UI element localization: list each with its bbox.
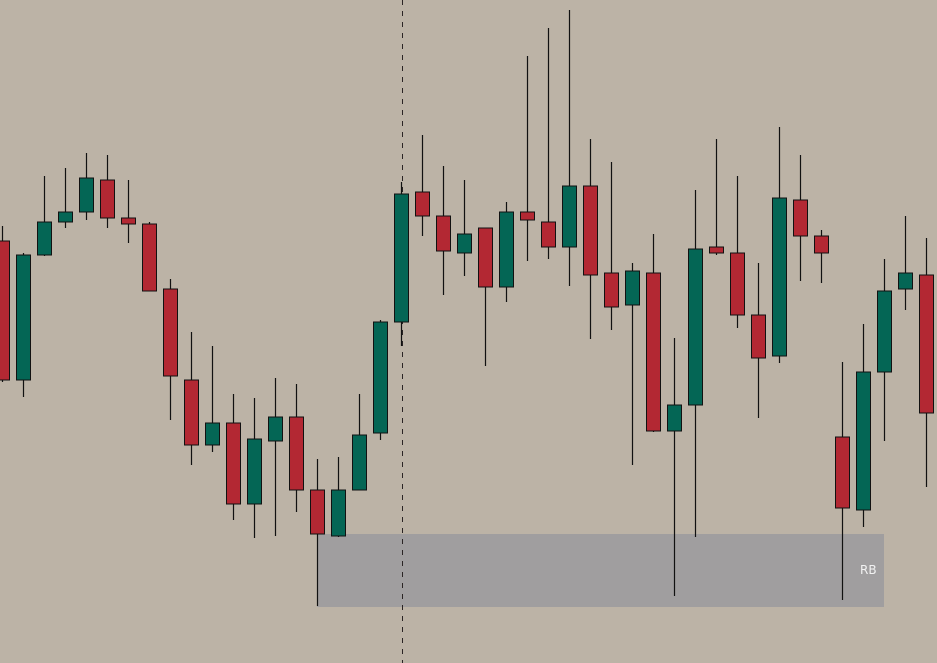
candle-bull[interactable] bbox=[499, 202, 514, 302]
candle-bear[interactable] bbox=[751, 263, 766, 418]
candle-body bbox=[310, 489, 325, 535]
candle-body bbox=[37, 221, 52, 256]
candle-bear[interactable] bbox=[709, 139, 724, 255]
candle-bear[interactable] bbox=[436, 166, 451, 295]
candle-bear[interactable] bbox=[541, 28, 556, 259]
candle-body bbox=[583, 185, 598, 276]
candle-bull[interactable] bbox=[625, 263, 640, 465]
candle-bear[interactable] bbox=[142, 222, 157, 292]
candle-bear[interactable] bbox=[121, 180, 136, 243]
candle-bull[interactable] bbox=[268, 378, 283, 536]
candle-body bbox=[856, 371, 871, 511]
candle-body bbox=[268, 416, 283, 442]
candle-bull[interactable] bbox=[856, 324, 871, 527]
candle-body bbox=[0, 240, 10, 381]
candle-body bbox=[877, 290, 892, 373]
candle-bull[interactable] bbox=[562, 10, 577, 286]
candle-body bbox=[205, 422, 220, 446]
candle-bull[interactable] bbox=[205, 346, 220, 452]
candle-bear[interactable] bbox=[604, 162, 619, 330]
candle-body bbox=[772, 197, 787, 357]
candle-bull[interactable] bbox=[688, 190, 703, 537]
candle-body bbox=[499, 211, 514, 288]
candle-body bbox=[835, 436, 850, 509]
candle-body bbox=[163, 288, 178, 377]
candle-bear[interactable] bbox=[814, 230, 829, 283]
candle-bear[interactable] bbox=[478, 227, 493, 366]
candle-bear[interactable] bbox=[100, 155, 115, 228]
candle-bear[interactable] bbox=[919, 238, 934, 487]
candle-bear[interactable] bbox=[835, 362, 850, 600]
candle-body bbox=[58, 211, 73, 223]
zone-label-rb: RB bbox=[860, 562, 877, 577]
candle-body bbox=[415, 191, 430, 217]
candle-body bbox=[436, 215, 451, 252]
candle-bull[interactable] bbox=[898, 216, 913, 310]
candle-bull[interactable] bbox=[394, 182, 409, 346]
candle-body bbox=[562, 185, 577, 248]
candle-bear[interactable] bbox=[226, 394, 241, 520]
candle-body bbox=[394, 193, 409, 323]
candle-bear[interactable] bbox=[310, 459, 325, 606]
candle-bull[interactable] bbox=[667, 338, 682, 596]
candle-body bbox=[100, 179, 115, 219]
candle-bull[interactable] bbox=[16, 253, 31, 397]
candle-body bbox=[898, 272, 913, 290]
zone-rect[interactable] bbox=[317, 534, 884, 607]
candle-bull[interactable] bbox=[373, 320, 388, 440]
candle-bull[interactable] bbox=[331, 457, 346, 537]
candle-body bbox=[604, 272, 619, 308]
candle-body bbox=[688, 248, 703, 406]
candle-bull[interactable] bbox=[457, 180, 472, 276]
candle-bear[interactable] bbox=[793, 155, 808, 281]
candle-body bbox=[751, 314, 766, 359]
candle-body bbox=[352, 434, 367, 491]
candle-bear[interactable] bbox=[415, 135, 430, 236]
candle-body bbox=[520, 211, 535, 221]
candle-body bbox=[478, 227, 493, 288]
candle-bull[interactable] bbox=[877, 259, 892, 441]
candle-bear[interactable] bbox=[289, 384, 304, 512]
candle-body bbox=[373, 321, 388, 434]
candle-bull[interactable] bbox=[58, 168, 73, 228]
candle-body bbox=[142, 223, 157, 292]
candle-bear[interactable] bbox=[0, 226, 10, 382]
candle-bear[interactable] bbox=[184, 332, 199, 465]
candle-bear[interactable] bbox=[646, 234, 661, 432]
candle-body bbox=[667, 404, 682, 432]
candle-body bbox=[16, 254, 31, 381]
candle-body bbox=[79, 177, 94, 213]
candle-bull[interactable] bbox=[79, 153, 94, 220]
candle-body bbox=[121, 217, 136, 225]
candle-body bbox=[625, 270, 640, 306]
candle-body bbox=[289, 416, 304, 491]
candle-body bbox=[541, 221, 556, 248]
candle-body bbox=[709, 246, 724, 254]
candle-bull[interactable] bbox=[352, 394, 367, 491]
candle-body bbox=[184, 379, 199, 446]
zone-layer bbox=[317, 534, 884, 607]
candle-bull[interactable] bbox=[37, 176, 52, 256]
candle-body bbox=[919, 274, 934, 414]
candle-body bbox=[814, 235, 829, 254]
candle-body bbox=[646, 272, 661, 432]
candle-bear[interactable] bbox=[730, 176, 745, 328]
candle-bear[interactable] bbox=[163, 279, 178, 420]
candle-bear[interactable] bbox=[520, 56, 535, 261]
candle-body bbox=[247, 438, 262, 505]
candle-bull[interactable] bbox=[247, 398, 262, 538]
candle-bear[interactable] bbox=[583, 139, 598, 339]
candle-body bbox=[730, 252, 745, 316]
candle-bull[interactable] bbox=[772, 127, 787, 363]
candle-body bbox=[793, 199, 808, 237]
candle-body bbox=[226, 422, 241, 505]
candle-body bbox=[331, 489, 346, 537]
candle-body bbox=[457, 233, 472, 254]
candles-layer bbox=[0, 10, 934, 606]
